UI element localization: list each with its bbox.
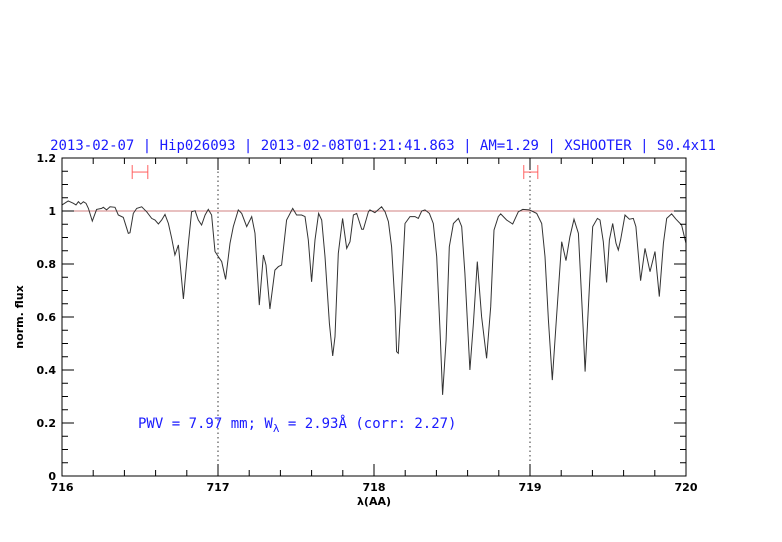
- x-axis-label: λ(AA): [357, 495, 391, 508]
- annotation-prefix: PWV = 7.97 mm; W: [138, 416, 273, 432]
- annotation-suffix: = 2.93Å (corr: 2.27): [279, 415, 456, 432]
- annotation-subscript: λ: [273, 422, 280, 435]
- axis-ticks: [61, 157, 687, 477]
- y-tick-label: 0.6: [37, 311, 57, 324]
- error-bars: [131, 165, 539, 180]
- y-tick-label: 1: [48, 205, 56, 218]
- vertical-markers: [217, 158, 531, 476]
- x-tick-label: 717: [207, 481, 230, 494]
- x-tick-labels: 716 717 718 719 720: [51, 481, 698, 494]
- error-bar: [131, 165, 149, 180]
- x-tick-label: 718: [363, 481, 386, 494]
- y-tick-label: 1.2: [37, 152, 57, 165]
- x-tick-label: 716: [51, 481, 74, 494]
- pwv-annotation: PWV = 7.97 mm; Wλ = 2.93Å (corr: 2.27): [138, 415, 457, 435]
- x-tick-label: 720: [675, 481, 698, 494]
- y-tick-label: 0.8: [37, 258, 57, 271]
- chart-title: 2013-02-07 | Hip026093 | 2013-02-08T01:2…: [50, 138, 716, 154]
- y-axis-label: norm. flux: [13, 285, 26, 348]
- error-bar: [523, 165, 539, 180]
- spectrum-line: [61, 200, 687, 395]
- y-tick-labels: 0 0.2 0.4 0.6 0.8 1 1.2: [37, 152, 57, 483]
- y-tick-label: 0.2: [37, 417, 57, 430]
- y-tick-label: 0: [48, 470, 56, 483]
- x-tick-label: 719: [519, 481, 542, 494]
- y-tick-label: 0.4: [37, 364, 57, 377]
